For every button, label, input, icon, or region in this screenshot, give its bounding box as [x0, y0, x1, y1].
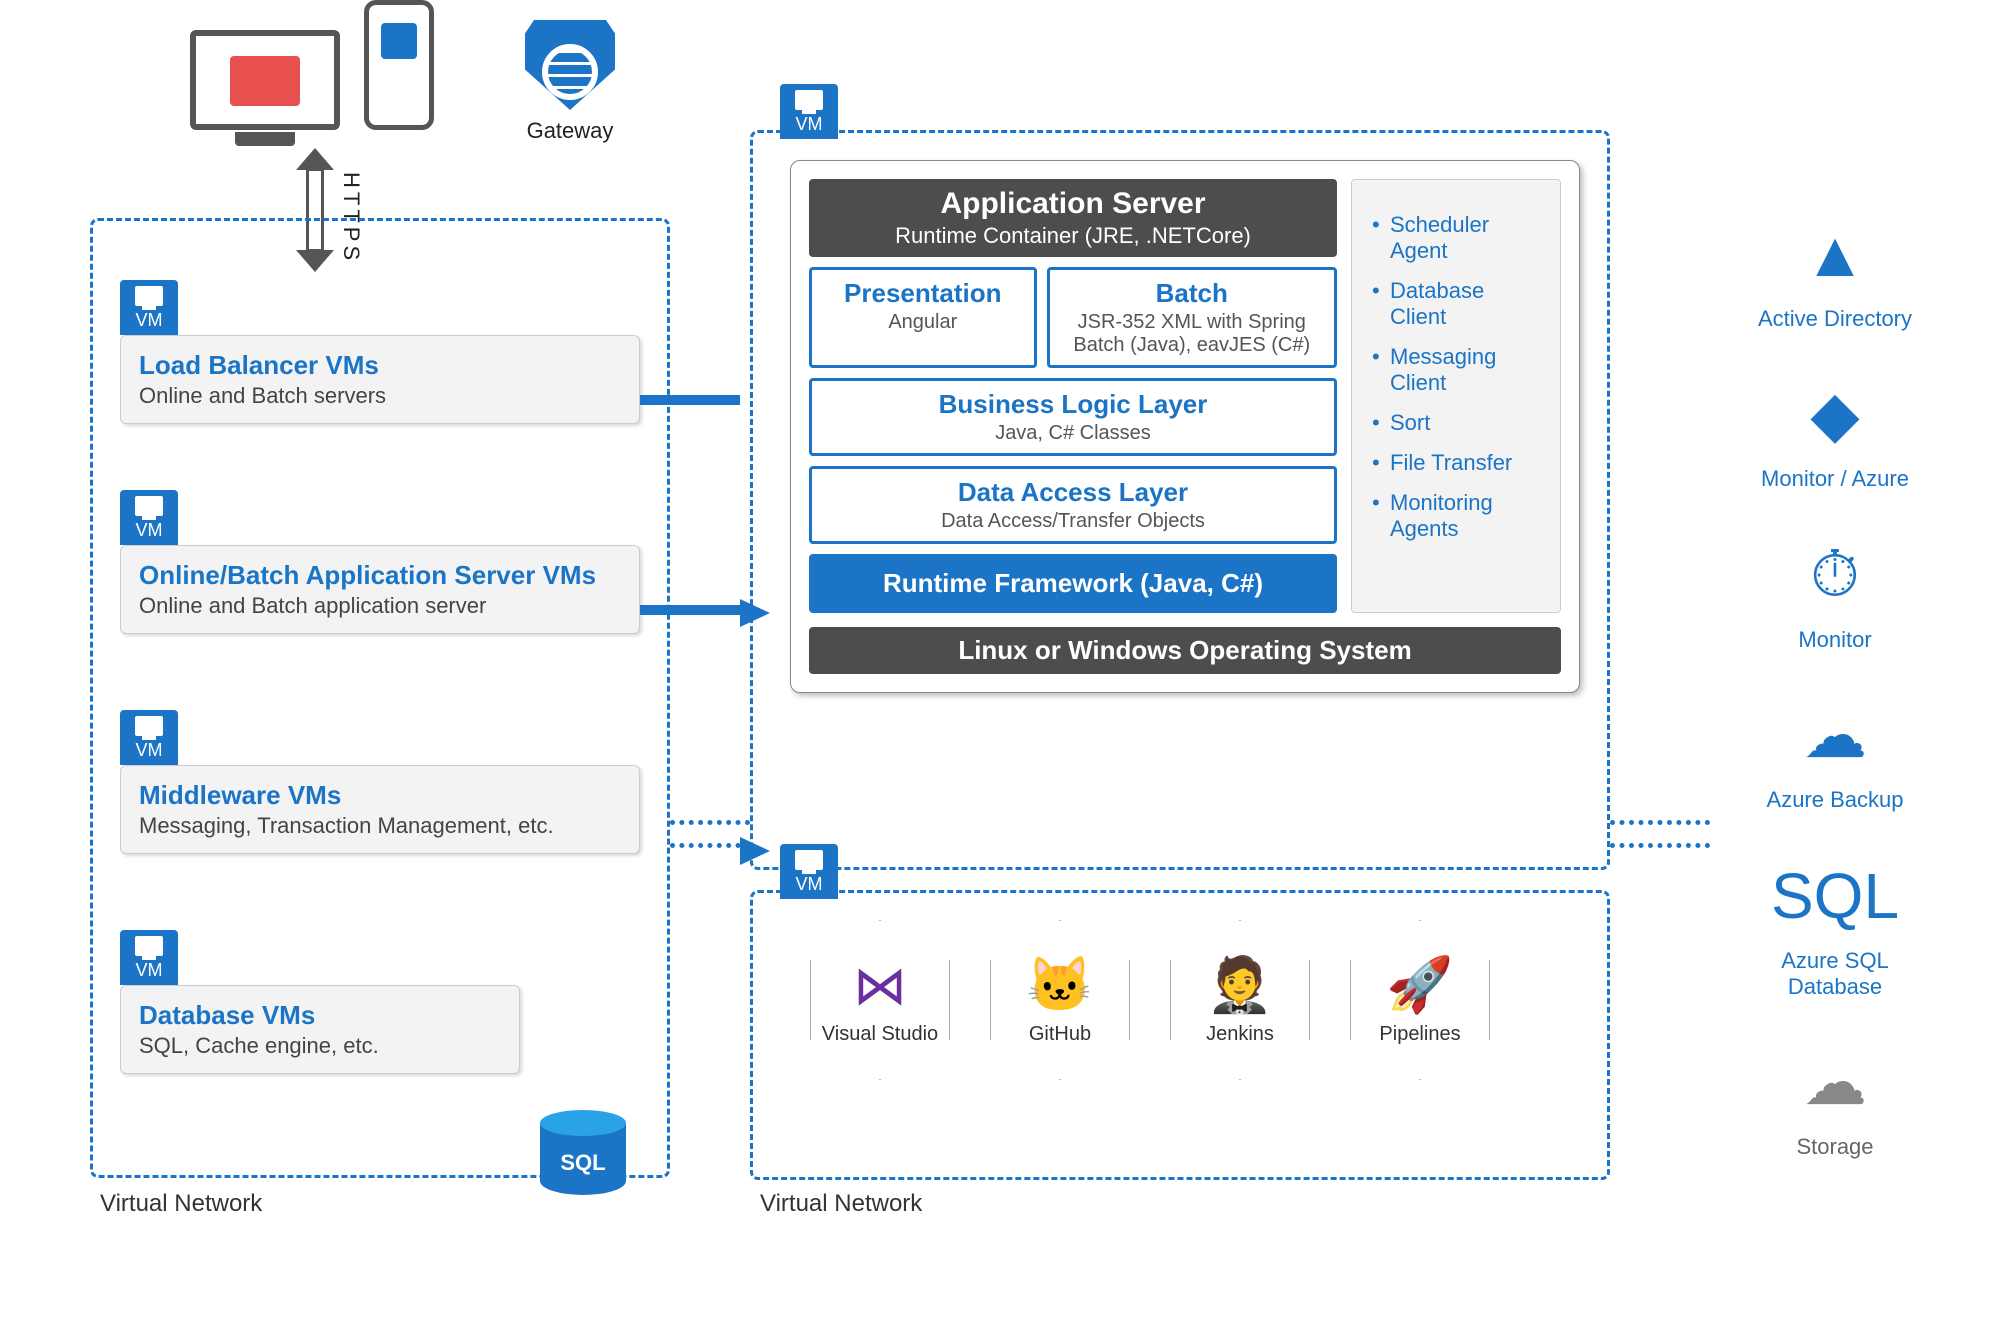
service-icon: ☁: [1791, 1038, 1879, 1126]
azure-service-storage: ☁ Storage: [1740, 1038, 1930, 1160]
tool-label: Jenkins: [1206, 1023, 1274, 1046]
devops-tool-github: 🐱 GitHub: [990, 920, 1130, 1080]
agent-item: Sort: [1390, 410, 1540, 436]
azure-service-azure-sql-database: SQL Azure SQL Database: [1740, 852, 1930, 1001]
devops-tool-pipelines: 🚀 Pipelines: [1350, 920, 1490, 1080]
vm-subtitle: Online and Batch servers: [139, 383, 621, 409]
service-icon: SQL: [1791, 852, 1879, 940]
vm-badge-icon: VM: [120, 930, 178, 985]
vm-card-1: VM Online/Batch Application Server VMs O…: [120, 490, 640, 634]
agent-item: Messaging Client: [1390, 344, 1540, 396]
vm-badge-right-top: VM: [780, 84, 838, 139]
service-label: Azure SQL Database: [1740, 948, 1930, 1001]
flow-arrow: [640, 395, 740, 405]
agent-item: Monitoring Agents: [1390, 490, 1540, 542]
vm-card-2: VM Middleware VMs Messaging, Transaction…: [120, 710, 640, 854]
vm-subtitle: Messaging, Transaction Management, etc.: [139, 813, 621, 839]
service-icon: ⏱: [1791, 531, 1879, 619]
service-icon: ◆: [1791, 370, 1879, 458]
service-label: Active Directory: [1740, 306, 1930, 332]
sql-database-icon: SQL: [540, 1110, 626, 1208]
tool-label: Visual Studio: [822, 1023, 938, 1046]
service-label: Azure Backup: [1740, 787, 1930, 813]
azure-service-monitor: ⏱ Monitor: [1740, 531, 1930, 653]
agent-item: Scheduler Agent: [1390, 212, 1540, 264]
vm-badge-icon: VM: [120, 490, 178, 545]
gateway-badge: Gateway: [510, 20, 630, 144]
vm-card-0: VM Load Balancer VMs Online and Batch se…: [120, 280, 640, 424]
tool-label: GitHub: [1029, 1023, 1091, 1046]
app-server-header: Application Server Runtime Container (JR…: [809, 179, 1337, 257]
agent-item: Database Client: [1390, 278, 1540, 330]
tool-icon: 🐱: [1026, 954, 1093, 1017]
agents-panel: Scheduler Agent Database Client Messaging …: [1351, 179, 1561, 613]
os-bar: Linux or Windows Operating System: [809, 627, 1561, 674]
service-label: Monitor: [1740, 627, 1930, 653]
tool-icon: ⋈: [853, 954, 907, 1017]
presentation-box: Presentation Angular: [809, 267, 1037, 368]
service-label: Storage: [1740, 1134, 1930, 1160]
vm-badge-icon: VM: [120, 710, 178, 765]
devops-tool-visual-studio: ⋈ Visual Studio: [810, 920, 950, 1080]
left-vnet-label: Virtual Network: [100, 1190, 262, 1218]
gateway-label: Gateway: [510, 118, 630, 144]
sql-badge-text: SQL: [540, 1150, 626, 1176]
vm-card-3: VM Database VMs SQL, Cache engine, etc.: [120, 930, 520, 1074]
azure-service-active-directory: ▲ Active Directory: [1740, 210, 1930, 332]
right-vnet-label: Virtual Network: [760, 1190, 922, 1218]
vnet-peering-line: [670, 820, 750, 848]
dal-box: Data Access Layer Data Access/Transfer O…: [809, 466, 1337, 544]
vm-subtitle: SQL, Cache engine, etc.: [139, 1033, 501, 1059]
service-icon: ▲: [1791, 210, 1879, 298]
flow-arrow: [640, 605, 740, 615]
client-devices: [190, 0, 434, 130]
tool-icon: 🚀: [1386, 954, 1453, 1017]
vm-title: Load Balancer VMs: [139, 350, 621, 381]
bll-box: Business Logic Layer Java, C# Classes: [809, 378, 1337, 456]
azure-service-monitor-azure: ◆ Monitor / Azure: [1740, 370, 1930, 492]
azure-services-column: ▲ Active Directory ◆ Monitor / Azure ⏱ Mon…: [1740, 210, 1930, 1161]
tool-icon: 🤵: [1206, 954, 1273, 1017]
batch-box: Batch JSR-352 XML with Spring Batch (Jav…: [1047, 267, 1337, 368]
monitor-icon: [190, 30, 340, 130]
service-icon: ☁: [1791, 691, 1879, 779]
vm-subtitle: Online and Batch application server: [139, 593, 621, 619]
phone-icon: [364, 0, 434, 130]
azure-service-azure-backup: ☁ Azure Backup: [1740, 691, 1930, 813]
devops-tool-jenkins: 🤵 Jenkins: [1170, 920, 1310, 1080]
tool-label: Pipelines: [1379, 1023, 1460, 1046]
gateway-shield-icon: [525, 20, 615, 110]
vm-title: Database VMs: [139, 1000, 501, 1031]
devops-tools-row: ⋈ Visual Studio 🐱 GitHub 🤵 Jenkins 🚀 Pipeli…: [810, 920, 1490, 1080]
vm-title: Online/Batch Application Server VMs: [139, 560, 621, 591]
vm-badge-icon: VM: [120, 280, 178, 335]
vm-title: Middleware VMs: [139, 780, 621, 811]
agent-item: File Transfer: [1390, 450, 1540, 476]
service-label: Monitor / Azure: [1740, 466, 1930, 492]
